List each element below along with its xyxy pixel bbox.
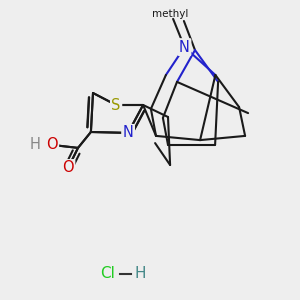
- Text: Cl: Cl: [100, 266, 116, 281]
- Text: O: O: [62, 160, 74, 175]
- Text: N: N: [179, 40, 190, 55]
- Text: H: H: [30, 137, 41, 152]
- Text: O: O: [46, 137, 58, 152]
- Text: S: S: [111, 98, 121, 112]
- Text: N: N: [123, 125, 134, 140]
- Text: H: H: [135, 266, 146, 281]
- Text: methyl: methyl: [152, 9, 188, 20]
